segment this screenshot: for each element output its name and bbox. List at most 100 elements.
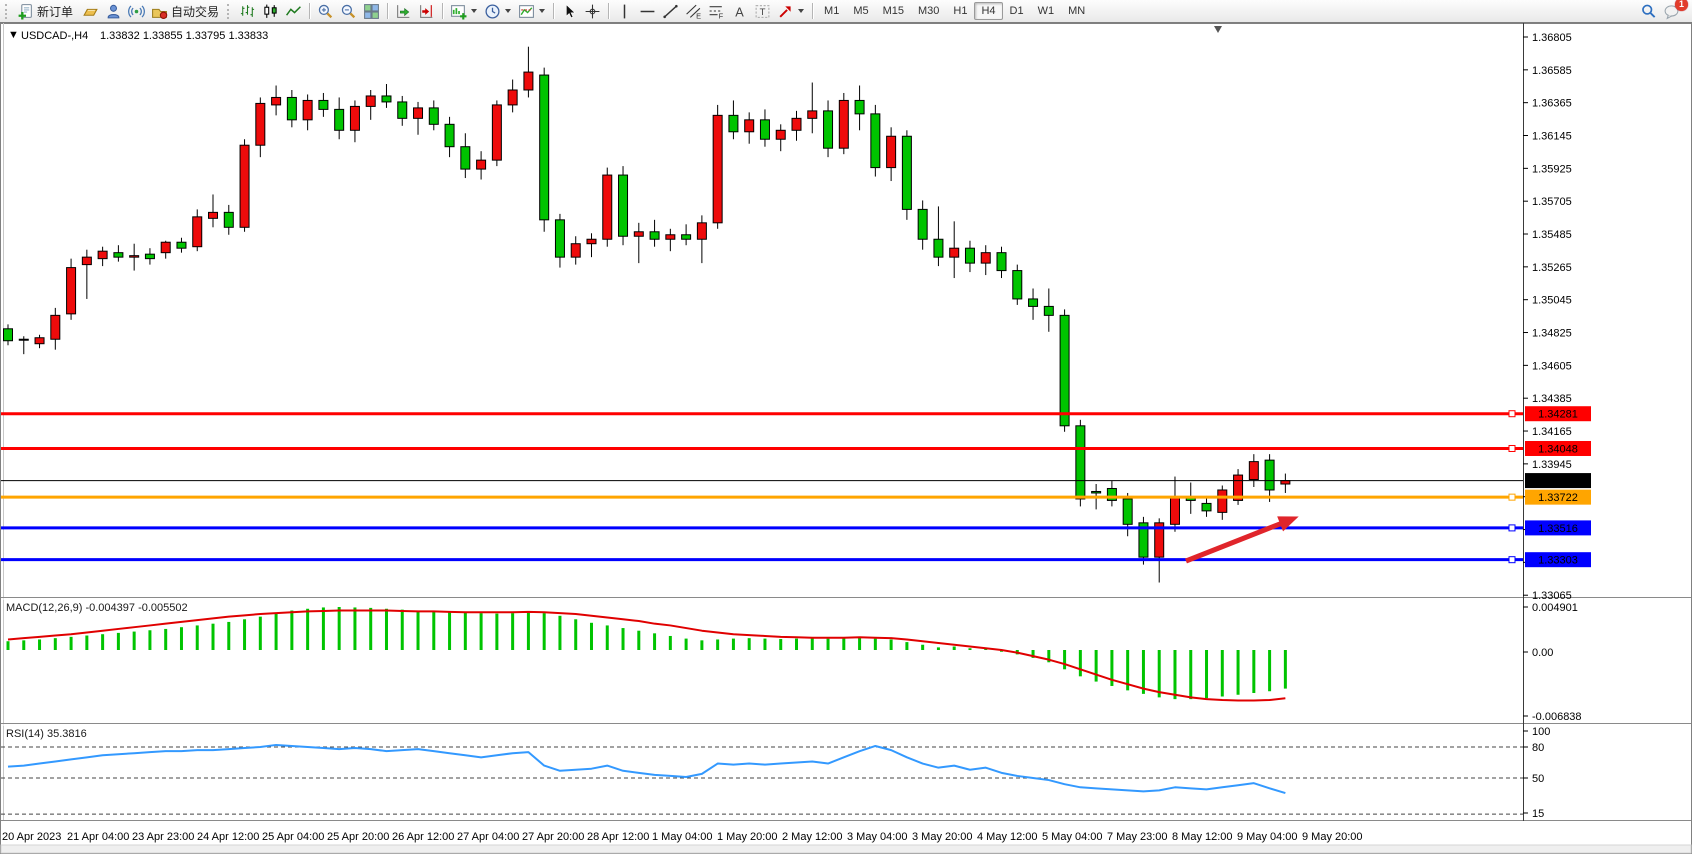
chart-collapse-icon[interactable]: ▼ [8, 29, 19, 41]
candle-down [286, 96, 297, 121]
macd-hist-bar [1220, 650, 1224, 697]
chevron-down-icon [505, 9, 512, 13]
arrows-tool-button[interactable] [774, 1, 808, 22]
macd-hist-bar [810, 638, 814, 650]
candle-down [334, 108, 345, 131]
indicators-button[interactable] [515, 1, 549, 22]
candle-up [1169, 496, 1180, 525]
signals-button[interactable] [125, 1, 148, 22]
new-chart-button[interactable] [447, 1, 481, 22]
profile-button[interactable] [102, 1, 125, 22]
timeframe-h4-button[interactable]: H4 [974, 2, 1003, 20]
candle-up [66, 267, 77, 315]
candle-down [318, 99, 329, 110]
time-axis-label: 1 May 20:00 [717, 831, 778, 843]
macd-hist-bar [306, 608, 310, 650]
quotes-button[interactable] [79, 1, 102, 22]
timeframe-w1-button[interactable]: W1 [1037, 5, 1055, 17]
chart-canvas[interactable]: 1.36805 1.36585 1.36365 1.36145 1.35925 1.357… [0, 23, 1692, 854]
macd-hist-bar [984, 649, 988, 650]
tile-windows-button[interactable] [360, 1, 383, 22]
candle-up [744, 119, 755, 133]
macd-hist-bar [1063, 650, 1067, 670]
candlestick-mode-button[interactable] [259, 1, 282, 22]
candle-down [1075, 425, 1086, 500]
level-handle[interactable] [1508, 410, 1516, 418]
fibonacci-tool-button[interactable]: F [705, 1, 728, 22]
candle-down [964, 247, 975, 264]
candle-down [1043, 305, 1054, 316]
timeframe-m15-button[interactable]: M15 [882, 5, 904, 17]
fibonacci-icon: F [709, 5, 724, 20]
autotrading-button[interactable]: 自动交易 [148, 1, 225, 22]
macd-hist-bar [495, 613, 499, 650]
price-level-label [1525, 440, 1591, 456]
candle-down [933, 238, 944, 258]
vertical-line-tool-button[interactable] [613, 1, 636, 22]
macd-hist-bar [1268, 650, 1272, 692]
timeframe-h1-button[interactable]: H1 [953, 5, 968, 17]
chat-button[interactable]: 1 [1660, 0, 1688, 22]
periods-button[interactable] [481, 1, 515, 22]
level-handle[interactable] [1508, 556, 1516, 564]
macd-hist-bar [6, 641, 10, 650]
label-tool-button[interactable]: T [751, 1, 774, 22]
timeframe-m1-button[interactable]: M1 [824, 5, 840, 17]
horizontal-line-tool-button[interactable] [636, 1, 659, 22]
rsi-pane[interactable]: 100 80 50 15 [1, 726, 1550, 820]
candle-up [160, 241, 171, 254]
trend-arrow[interactable] [1185, 520, 1285, 564]
macd-hist-bar [148, 630, 152, 650]
time-axis-label: 8 May 12:00 [1172, 831, 1233, 843]
cursor-tool-button[interactable] [558, 1, 581, 22]
candle-up [1248, 461, 1259, 481]
arrow-object-icon [779, 5, 791, 17]
channel-tool-button[interactable]: E [682, 1, 705, 22]
timeframe-m30-button[interactable]: M30 [918, 5, 940, 17]
price-tick: 1.36145 [1532, 131, 1572, 143]
auto-scroll-button[interactable] [392, 1, 415, 22]
text-tool-button[interactable]: A [728, 1, 751, 22]
candle-up [665, 234, 676, 240]
macd-hist-bar [85, 635, 89, 650]
candle-up [97, 250, 108, 260]
crosshair-tool-button[interactable] [581, 1, 604, 22]
level-handle[interactable] [1508, 524, 1516, 532]
macd-pane[interactable]: 0.004901 0.00 -0.006838 [6, 602, 1582, 723]
timeframe-m5-button[interactable]: M5 [853, 5, 869, 17]
candle-up [208, 211, 219, 219]
search-button[interactable] [1637, 1, 1660, 22]
candle-down [1122, 498, 1133, 525]
candle-down [444, 123, 455, 148]
new-order-button[interactable]: 新订单 [14, 1, 79, 22]
price-tick: 1.33945 [1532, 459, 1572, 471]
trendline-tool-button[interactable] [659, 1, 682, 22]
time-axis-label: 7 May 23:00 [1107, 831, 1168, 843]
crosshair-icon [585, 4, 600, 18]
candle-up [271, 96, 282, 106]
time-axis-label: 9 May 20:00 [1302, 831, 1363, 843]
time-axis-label: 27 Apr 20:00 [522, 831, 584, 843]
zoom-in-button[interactable] [314, 1, 337, 22]
timeframe-mn-button[interactable]: MN [1068, 5, 1086, 17]
candle-down [223, 211, 234, 228]
chart-shift-button[interactable] [415, 1, 438, 22]
timeframe-d1-button[interactable]: D1 [1009, 5, 1024, 17]
trend-arrow-head [1277, 516, 1299, 532]
candle-up [192, 216, 203, 248]
bottom-scrollbar[interactable] [0, 844, 1692, 854]
macd-hist-bar [69, 636, 73, 650]
toolbar-separator [309, 3, 311, 19]
main-price-pane[interactable]: 1.36805 1.36585 1.36365 1.36145 1.35925 1.357… [1, 26, 1591, 602]
macd-hist-bar [526, 612, 530, 650]
level-handle[interactable] [1508, 444, 1516, 452]
time-axis-label: 24 Apr 12:00 [197, 831, 259, 843]
macd-hist-bar [1047, 650, 1051, 663]
line-chart-mode-button[interactable] [282, 1, 305, 22]
macd-hist-bar [731, 638, 735, 650]
toolbar-separator [442, 3, 444, 19]
level-handle[interactable] [1508, 493, 1516, 501]
zoom-out-button[interactable] [337, 1, 360, 22]
bar-chart-mode-button[interactable] [236, 1, 259, 22]
